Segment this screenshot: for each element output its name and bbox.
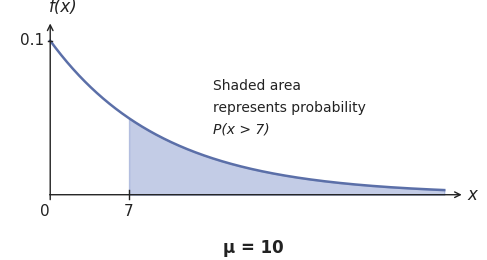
Text: 0: 0	[40, 204, 49, 219]
Text: P(x > 7): P(x > 7)	[213, 122, 270, 136]
Text: Shaded area: Shaded area	[213, 79, 301, 93]
Text: μ = 10: μ = 10	[223, 239, 283, 257]
Text: f(x): f(x)	[49, 0, 78, 16]
Text: x: x	[468, 186, 478, 204]
Text: represents probability: represents probability	[213, 101, 366, 115]
Text: 7: 7	[124, 204, 134, 219]
Text: 0.1: 0.1	[20, 33, 44, 48]
